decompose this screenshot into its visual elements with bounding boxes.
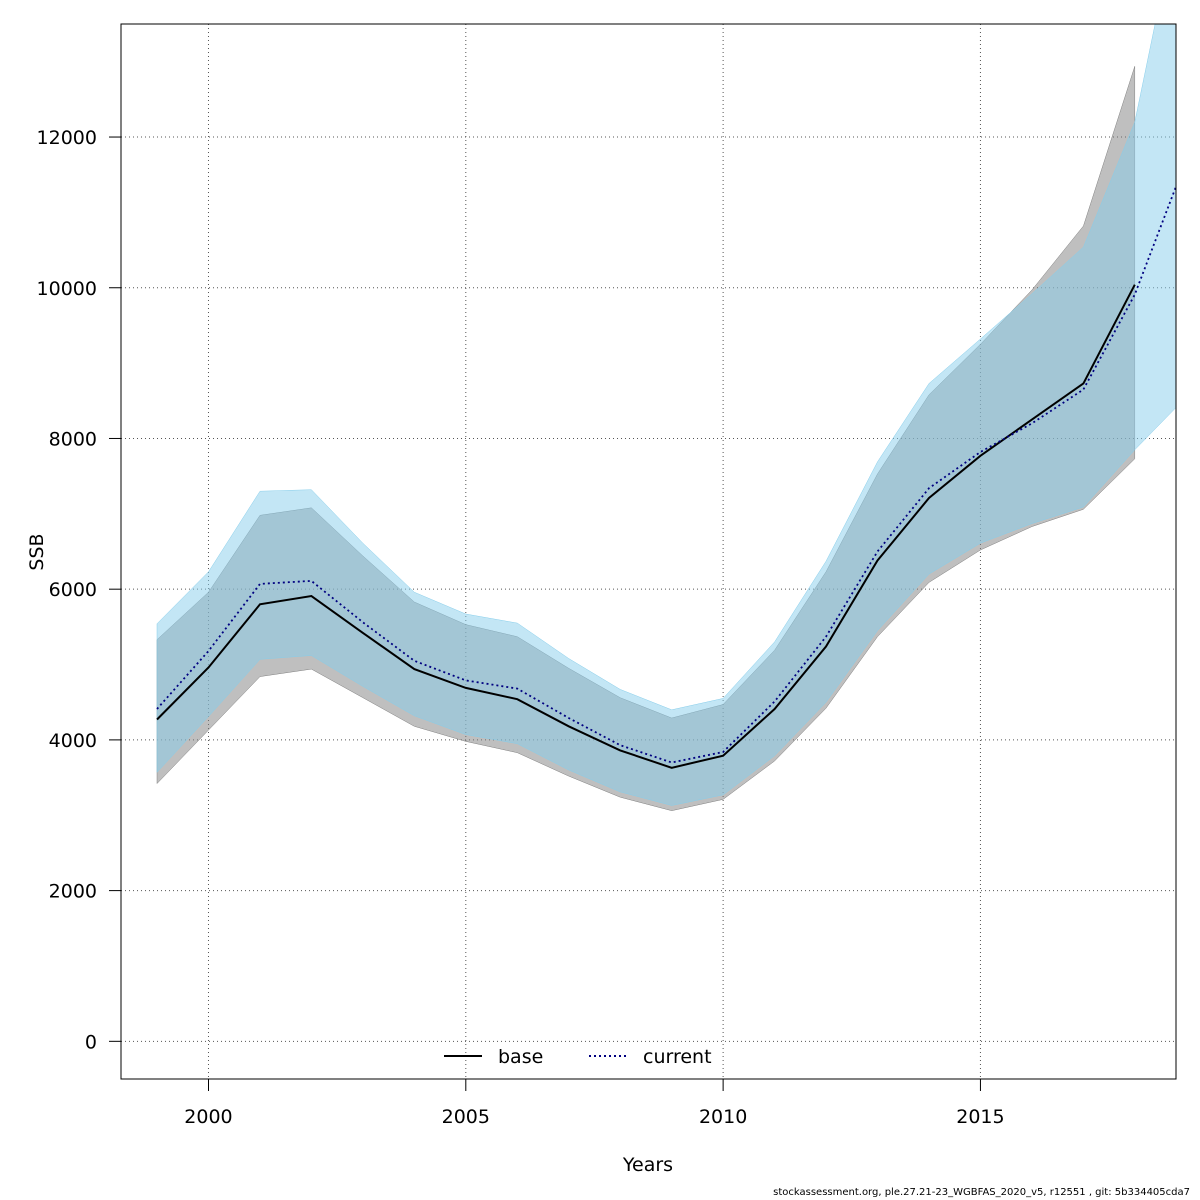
confidence-bands <box>156 24 1176 811</box>
axes: 2000 2005 2010 2015 0 2000 4000 6000 8000 10000 12… <box>37 127 1005 1128</box>
y-axis-title: SSB <box>26 533 48 570</box>
legend-label-base: base <box>498 1046 543 1068</box>
series-lines <box>156 184 1176 769</box>
series-line-base <box>156 284 1136 769</box>
legend-label-current: current <box>643 1046 712 1068</box>
x-tick-label-2010: 2010 <box>699 1106 747 1128</box>
y-tick-label-0: 0 <box>85 1031 97 1053</box>
y-tick-label-6000: 6000 <box>49 579 97 601</box>
series-line-current <box>156 184 1176 764</box>
y-tick-label-8000: 8000 <box>49 428 97 450</box>
band-current <box>156 24 1176 806</box>
x-tick-label-2005: 2005 <box>442 1106 490 1128</box>
x-tick-label-2015: 2015 <box>956 1106 1004 1128</box>
footer-credit: stockassessment.org, ple.27.21-23_WGBFAS… <box>773 1187 1190 1198</box>
x-axis-title: Years <box>622 1154 673 1176</box>
y-tick-label-4000: 4000 <box>49 730 97 752</box>
y-tick-label-2000: 2000 <box>49 881 97 903</box>
x-tick-label-2000: 2000 <box>184 1106 232 1128</box>
legend: base current <box>444 1046 712 1068</box>
y-tick-label-12000: 12000 <box>37 127 97 149</box>
y-tick-label-10000: 10000 <box>37 278 97 300</box>
